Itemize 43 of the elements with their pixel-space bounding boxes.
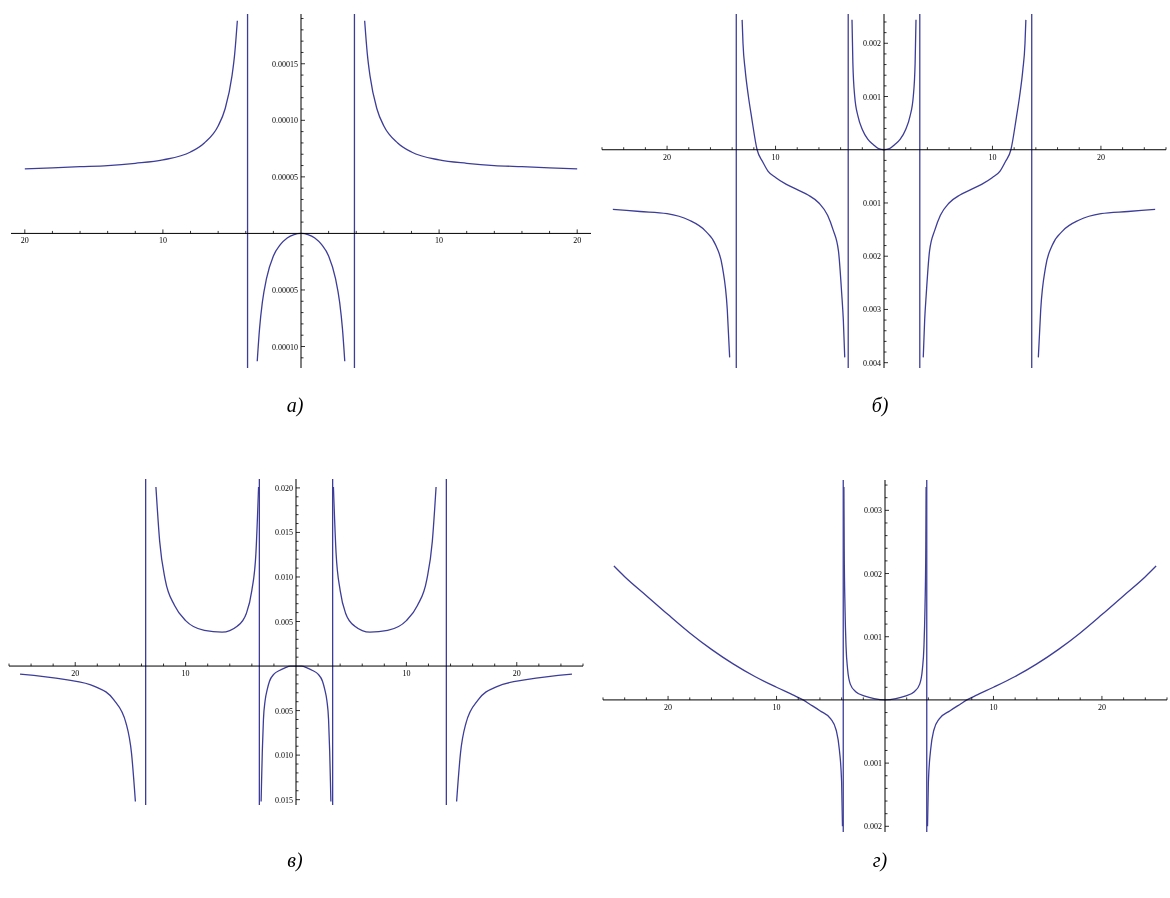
text: в) (286, 848, 304, 872)
y-tick-label: 0.003 (864, 506, 882, 516)
text: б) (870, 393, 890, 417)
y-tick-label: 0.001 (863, 92, 881, 102)
y-tick-label: 0.001 (864, 632, 882, 642)
x-tick-label: 20 (20, 236, 29, 246)
y-tick-label: 0.015 (275, 795, 293, 805)
y-tick-label: 0.010 (275, 572, 293, 582)
x-tick-label: 20 (512, 669, 521, 679)
y-tick-label: 0.015 (275, 528, 293, 538)
y-tick-label: 0.002 (864, 822, 882, 832)
y-tick-label: 0.020 (275, 483, 293, 493)
text: г) (871, 848, 889, 872)
x-tick-label: 20 (663, 152, 672, 162)
y-tick-label: 0.00015 (272, 59, 298, 69)
x-tick-label: 10 (435, 236, 444, 246)
y-tick-label: 0.001 (864, 759, 882, 769)
x-tick-label: 20 (1097, 702, 1106, 712)
x-tick-label: 10 (402, 669, 411, 679)
y-tick-label: 0.002 (863, 39, 881, 49)
y-tick-label: 0.010 (275, 751, 293, 761)
x-tick-label: 20 (573, 236, 582, 246)
x-tick-label: 10 (772, 702, 781, 712)
x-tick-label: 10 (771, 152, 780, 162)
y-tick-label: 0.00010 (272, 342, 298, 352)
x-tick-label: 20 (71, 669, 80, 679)
y-tick-label: 0.002 (864, 569, 882, 579)
y-tick-label: 0.004 (863, 358, 881, 368)
text: а) (285, 393, 305, 417)
x-tick-label: 10 (989, 702, 998, 712)
x-tick-label: 20 (664, 702, 673, 712)
x-tick-label: 10 (158, 236, 167, 246)
y-tick-label: 0.00010 (272, 116, 298, 126)
y-tick-label: 0.00005 (272, 172, 298, 182)
y-tick-label: 0.001 (863, 198, 881, 208)
x-tick-label: 20 (1096, 152, 1105, 162)
y-tick-label: 0.00005 (272, 285, 298, 295)
y-tick-label: 0.002 (863, 252, 881, 262)
x-tick-label: 10 (181, 669, 190, 679)
y-tick-label: 0.005 (275, 706, 293, 716)
x-tick-label: 10 (988, 152, 997, 162)
y-tick-label: 0.005 (275, 617, 293, 627)
y-tick-label: 0.003 (863, 305, 881, 315)
